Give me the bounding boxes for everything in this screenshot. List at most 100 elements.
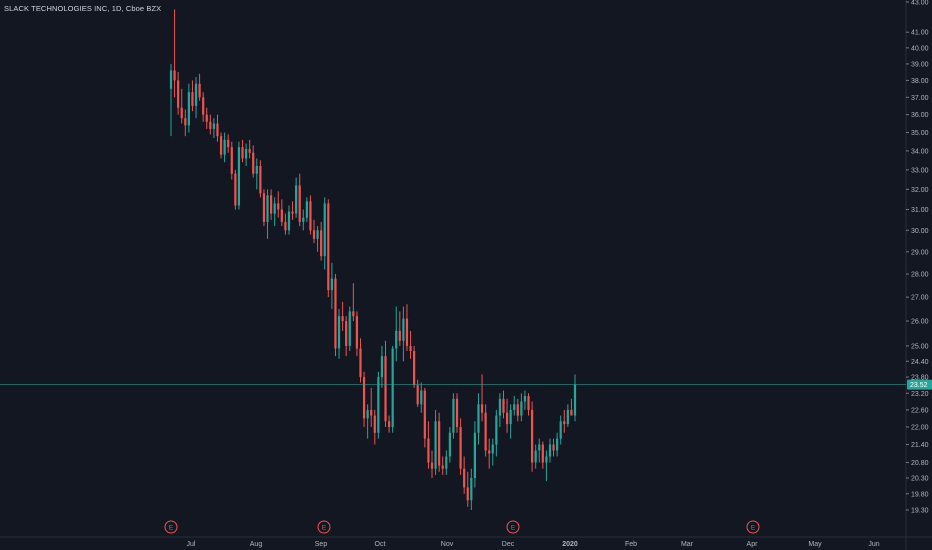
candle-down bbox=[405, 318, 409, 346]
candle-down bbox=[280, 209, 283, 222]
candle-up bbox=[337, 316, 341, 349]
candle-up bbox=[223, 139, 226, 155]
y-tick-label: 22.00 bbox=[911, 424, 929, 431]
candle-up bbox=[509, 409, 512, 425]
candle-down bbox=[352, 311, 355, 317]
candle-up bbox=[330, 278, 333, 291]
candle-down bbox=[438, 421, 441, 466]
candle-down bbox=[205, 114, 208, 122]
candle-down bbox=[466, 487, 469, 501]
candle-down bbox=[384, 356, 387, 422]
candle-down bbox=[502, 398, 505, 413]
last-price-tag bbox=[907, 379, 932, 390]
candle-up bbox=[391, 348, 394, 427]
candle-down bbox=[488, 450, 491, 454]
candle-down bbox=[259, 166, 262, 194]
svg-text:E: E bbox=[751, 525, 756, 532]
candle-up bbox=[255, 166, 258, 174]
candle-down bbox=[362, 377, 366, 419]
x-tick-label: Aug bbox=[250, 541, 263, 548]
candle-down bbox=[173, 70, 176, 81]
candle-down bbox=[423, 390, 426, 439]
candle-down bbox=[241, 147, 244, 159]
candle-up bbox=[523, 396, 527, 402]
candle-down bbox=[355, 316, 359, 349]
candle-down bbox=[198, 83, 201, 98]
candle-up bbox=[452, 398, 455, 433]
earnings-marker[interactable]: E bbox=[164, 520, 178, 534]
candle-up bbox=[237, 147, 241, 206]
candle-down bbox=[277, 203, 280, 210]
y-tick-label: 40.00 bbox=[911, 45, 929, 52]
candle-up bbox=[380, 356, 384, 378]
candle-down bbox=[298, 185, 301, 222]
candle-down bbox=[191, 92, 194, 106]
candle-down bbox=[284, 221, 287, 231]
candle-down bbox=[484, 412, 487, 451]
candle-down bbox=[359, 348, 362, 378]
candle-up bbox=[534, 450, 537, 463]
candle-up bbox=[323, 203, 326, 257]
candle-up bbox=[212, 123, 216, 129]
candle-down bbox=[219, 136, 223, 155]
candle-up bbox=[377, 377, 380, 433]
candle-up bbox=[316, 230, 319, 239]
y-tick-label: 43.00 bbox=[911, 0, 929, 7]
candle-down bbox=[312, 230, 316, 239]
y-tick-label: 33.00 bbox=[911, 167, 929, 174]
y-tick-label: 24.40 bbox=[911, 359, 929, 366]
candle-down bbox=[398, 330, 401, 341]
candle-down bbox=[252, 152, 255, 174]
svg-text:E: E bbox=[511, 525, 516, 532]
candle-up bbox=[566, 409, 569, 425]
candle-up bbox=[244, 149, 248, 159]
candle-up bbox=[305, 201, 308, 218]
earnings-marker[interactable]: E bbox=[746, 520, 760, 534]
candle-up bbox=[513, 404, 516, 410]
candle-down bbox=[370, 409, 373, 416]
y-tick-label: 19.30 bbox=[911, 508, 929, 515]
candle-down bbox=[541, 444, 544, 463]
y-tick-label: 25.00 bbox=[911, 343, 929, 350]
candle-up bbox=[573, 384, 577, 416]
candle-down bbox=[248, 149, 251, 153]
candle-down bbox=[455, 398, 459, 427]
y-tick-label: 37.00 bbox=[911, 95, 929, 102]
y-tick-label: 39.00 bbox=[911, 61, 929, 68]
candle-down bbox=[373, 415, 376, 433]
candle-down bbox=[416, 385, 419, 405]
candle-down bbox=[441, 465, 444, 469]
candle-down bbox=[227, 139, 230, 148]
candle-down bbox=[430, 462, 434, 469]
candle-down bbox=[327, 203, 330, 291]
earnings-marker[interactable]: E bbox=[506, 520, 520, 534]
candle-down bbox=[463, 468, 466, 488]
y-tick-label: 28.00 bbox=[911, 272, 929, 279]
x-tick-label: May bbox=[808, 541, 822, 548]
earnings-marker[interactable]: E bbox=[317, 520, 331, 534]
x-tick-label: 2020 bbox=[562, 541, 578, 548]
svg-text:E: E bbox=[169, 525, 174, 532]
y-tick-label: 41.00 bbox=[911, 30, 929, 37]
y-tick-label: 23.80 bbox=[911, 375, 929, 382]
candle-up bbox=[366, 409, 369, 419]
x-tick-label: Sep bbox=[315, 541, 328, 548]
y-tick-label: 21.40 bbox=[911, 442, 929, 449]
candle-down bbox=[202, 97, 205, 115]
candle-up bbox=[302, 217, 305, 222]
candle-up bbox=[273, 203, 276, 214]
y-tick-label: 38.00 bbox=[911, 78, 929, 85]
candle-up bbox=[548, 444, 552, 457]
candle-up bbox=[420, 390, 423, 405]
candle-down bbox=[459, 426, 462, 469]
candle-up bbox=[194, 83, 198, 106]
candle-up bbox=[538, 444, 541, 451]
candle-up bbox=[498, 398, 502, 416]
candle-up bbox=[470, 477, 473, 501]
candle-up bbox=[545, 456, 548, 463]
x-tick-label: Dec bbox=[502, 541, 515, 548]
candle-up bbox=[434, 421, 437, 469]
candle-up bbox=[556, 438, 559, 451]
candle-down bbox=[309, 201, 312, 231]
